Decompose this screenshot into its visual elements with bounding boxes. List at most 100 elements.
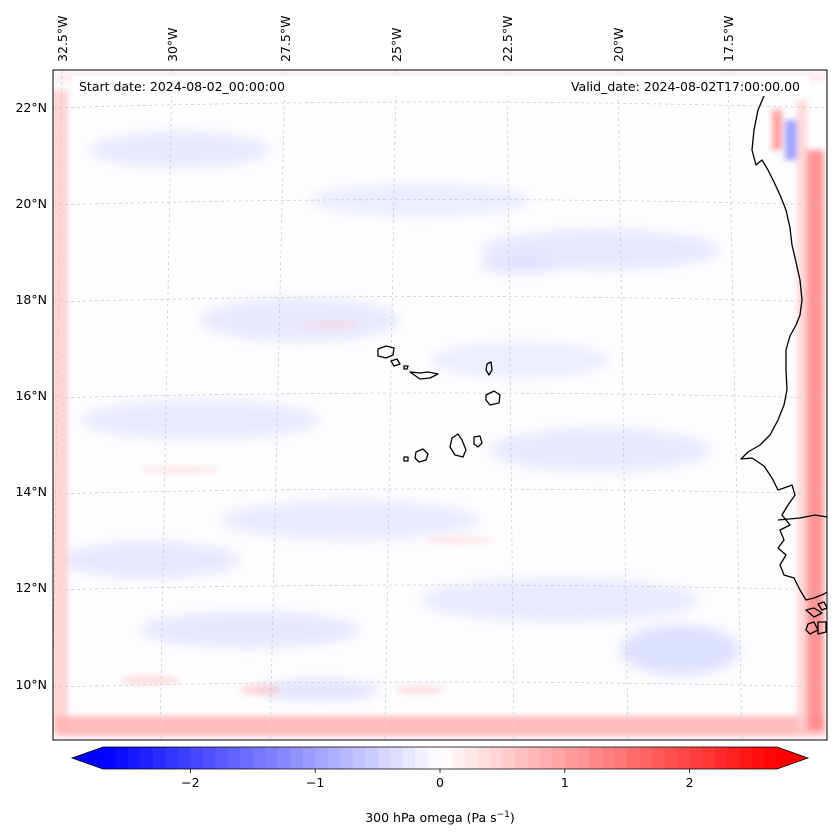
gridline [53, 584, 827, 591]
africa-coastline [740, 77, 827, 601]
omega-blob [200, 298, 400, 342]
colorbar-label-exp: −1 [497, 810, 510, 820]
omega-blob [620, 625, 740, 675]
omega-edge-right-red [772, 110, 782, 150]
colorbar-band [589, 747, 603, 769]
omega-edge-left [53, 90, 68, 730]
omega-blob [425, 536, 495, 544]
colorbar-label: 300 hPa omega (Pa s−1) [365, 810, 515, 825]
gridline [53, 101, 827, 109]
lon-label-17.5w: 17.5°W [721, 16, 736, 62]
colorbar-band [427, 747, 441, 769]
colorbar-band [202, 747, 216, 769]
colorbar-band [352, 747, 366, 769]
colorbar-band [527, 747, 541, 769]
lon-label-32.5w: 32.5°W [55, 16, 70, 62]
colorbar-band [115, 747, 129, 769]
colorbar-extend-low [72, 747, 103, 769]
gridline [53, 392, 827, 399]
lon-label-20w: 20°W [611, 27, 626, 62]
colorbar-label-close: ) [510, 810, 515, 825]
lat-label-12n: 12°N [15, 580, 47, 595]
lon-label-30w: 30°W [165, 27, 180, 62]
omega-blob [430, 342, 610, 378]
omega-blob [260, 680, 380, 700]
colorbar-band [464, 747, 479, 769]
colorbar-band [652, 747, 666, 769]
colorbar-band [415, 747, 429, 769]
bijagos-island [817, 601, 827, 611]
lat-label-14n: 14°N [15, 484, 47, 499]
valid-date-label: Valid_date: 2024-08-02T17:00:00.00 [571, 79, 800, 94]
island-fogo [414, 448, 429, 463]
colorbar-band [764, 747, 778, 769]
gridline [384, 70, 397, 740]
colorbar-band [302, 747, 316, 769]
gridline [269, 70, 286, 740]
omega-blob [220, 500, 480, 540]
graticule [53, 70, 827, 740]
lat-label-16n: 16°N [15, 388, 47, 403]
colorbar-band [677, 747, 691, 769]
bijagos-island [817, 621, 827, 635]
colorbar-band [315, 747, 329, 769]
colorbar-band [440, 747, 454, 769]
colorbar-band [539, 747, 553, 769]
colorbar-band [340, 747, 354, 769]
omega-blob [310, 184, 530, 216]
map-panel: Start date: 2024-08-02_00:00:00 Valid_da… [52, 69, 828, 741]
colorbar-band [377, 747, 391, 769]
gridline [506, 70, 515, 740]
lat-label-18n: 18°N [15, 292, 47, 307]
island-brava [403, 456, 409, 462]
lat-label-10n: 10°N [15, 677, 47, 692]
lat-label-22n: 22°N [15, 100, 47, 115]
colorbar-outline [70, 746, 810, 770]
start-date-label: Start date: 2024-08-02_00:00:00 [79, 79, 285, 94]
colorbar-band [327, 747, 341, 769]
bijagos-island [805, 621, 819, 635]
gridline [53, 199, 827, 206]
colorbar-bands [103, 747, 778, 769]
colorbar-band [502, 747, 516, 769]
gridline [53, 488, 827, 495]
omega-blob [140, 612, 360, 648]
lat-label-20n: 20°N [15, 196, 47, 211]
colorbar-band [727, 747, 741, 769]
omega-blob [300, 321, 360, 329]
gridline [617, 70, 629, 740]
lon-label-22.5w: 22.5°W [500, 16, 515, 62]
omega-edge-right-outer [797, 100, 807, 730]
colorbar-band [177, 747, 191, 769]
colorbar-band [602, 747, 616, 769]
omega-blob [60, 542, 240, 578]
omega-blob [420, 578, 700, 622]
colorbar-band [664, 747, 678, 769]
colorbar-tick-label: 1 [561, 775, 569, 790]
colorbar-band [577, 747, 591, 769]
colorbar-band [739, 747, 753, 769]
island-santiago [449, 433, 467, 458]
latitude-labels: 22°N 20°N 18°N 16°N 14°N 12°N 10°N [15, 100, 47, 692]
omega-blob [480, 257, 560, 273]
colorbar-band [402, 747, 416, 769]
colorbar-band [714, 747, 728, 769]
colorbar-band [190, 747, 204, 769]
colorbar-band [752, 747, 766, 769]
omega-blob [490, 428, 710, 472]
colorbar-band [240, 747, 254, 769]
colorbar-band [365, 747, 379, 769]
lon-label-27.5w: 27.5°W [278, 16, 293, 62]
colorbar-label-main: 300 hPa omega (Pa s [365, 810, 496, 825]
colorbar: −2 −1 0 1 2 300 hPa omega (Pa s−1) [70, 746, 810, 825]
colorbar-band [252, 747, 266, 769]
colorbar-band [514, 747, 528, 769]
omega-field [53, 72, 825, 736]
colorbar-tick-label: 2 [686, 775, 694, 790]
colorbar-band [103, 747, 117, 769]
gambia-coastline [777, 514, 827, 521]
colorbar-band [477, 747, 491, 769]
colorbar-band [152, 747, 167, 769]
island-sao-nicolau [409, 371, 439, 380]
